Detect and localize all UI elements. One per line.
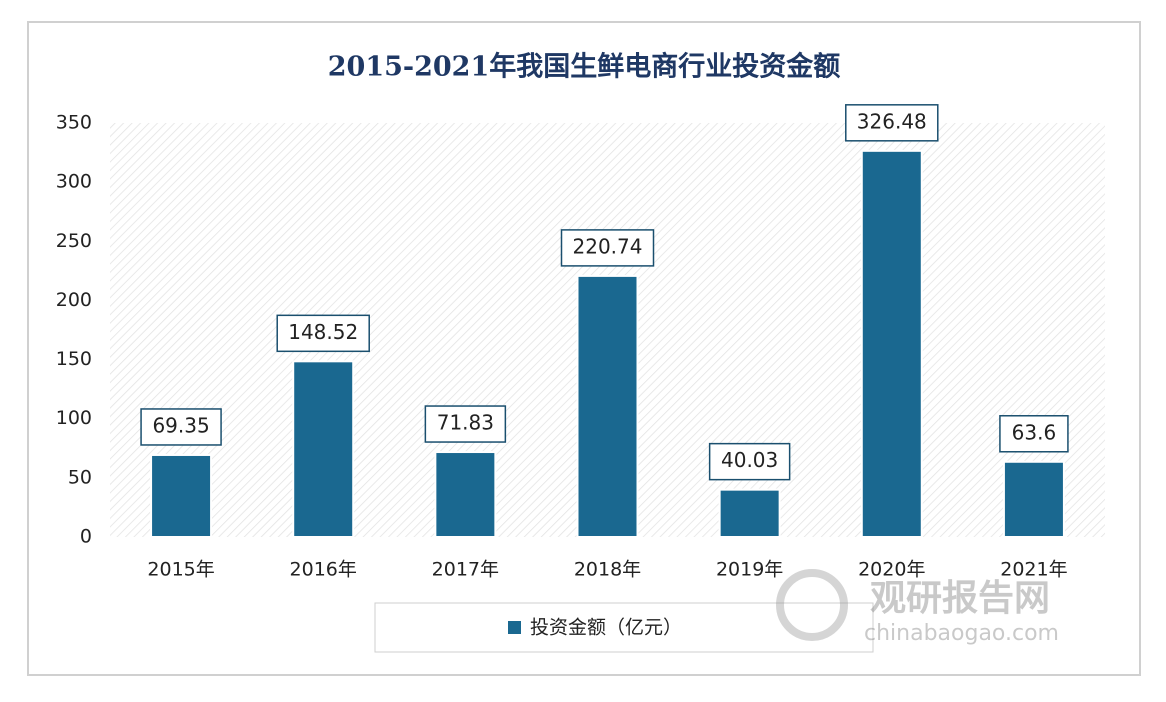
x-tick-label: 2016年	[290, 559, 357, 581]
x-tick-label: 2015年	[147, 559, 214, 581]
value-label-box	[424, 405, 507, 443]
y-tick-label: 0	[80, 526, 92, 548]
value-label-box	[560, 229, 655, 267]
y-tick-label: 50	[68, 466, 92, 488]
value-label-box	[999, 415, 1069, 453]
value-label-box	[708, 442, 791, 481]
watermark-name: 观研报告网	[870, 578, 1050, 619]
legend-swatch	[508, 621, 521, 634]
y-tick-label: 350	[56, 112, 92, 134]
x-tick-label: 2018年	[574, 559, 641, 581]
value-label: 63.6	[1012, 420, 1057, 444]
value-label-box	[845, 104, 939, 142]
y-tick-label: 200	[56, 289, 92, 311]
y-tick-label: 300	[56, 171, 92, 193]
watermark-site: chinabaogao.com	[864, 621, 1059, 646]
bar	[150, 453, 213, 539]
chart-title: 2015-2021年我国生鲜电商行业投资金额	[328, 51, 841, 83]
bar	[860, 149, 923, 538]
legend-label: 投资金额（亿元）	[530, 617, 682, 639]
value-label: 71.83	[437, 411, 494, 435]
y-tick-label: 250	[56, 230, 92, 252]
x-tick-label: 2020年	[858, 559, 925, 581]
value-label: 220.74	[573, 234, 643, 258]
value-label: 326.48	[857, 109, 927, 133]
value-label-box	[276, 314, 370, 353]
bar	[292, 360, 355, 538]
y-tick-label: 100	[56, 407, 92, 429]
bar	[576, 274, 639, 538]
y-tick-label: 150	[56, 348, 92, 370]
legend-box	[374, 602, 874, 653]
watermark: 观研报告网 chinabaogao.com	[776, 569, 1059, 646]
bar	[1002, 460, 1065, 539]
value-label: 40.03	[721, 448, 778, 472]
value-label-box	[140, 408, 222, 446]
bar	[718, 488, 781, 539]
value-label: 69.35	[152, 413, 209, 437]
x-tick-label: 2017年	[432, 559, 499, 581]
bar	[434, 451, 497, 538]
x-tick-label: 2019年	[716, 559, 783, 581]
value-label: 148.52	[288, 320, 358, 344]
x-tick-label: 2021年	[1000, 559, 1067, 581]
